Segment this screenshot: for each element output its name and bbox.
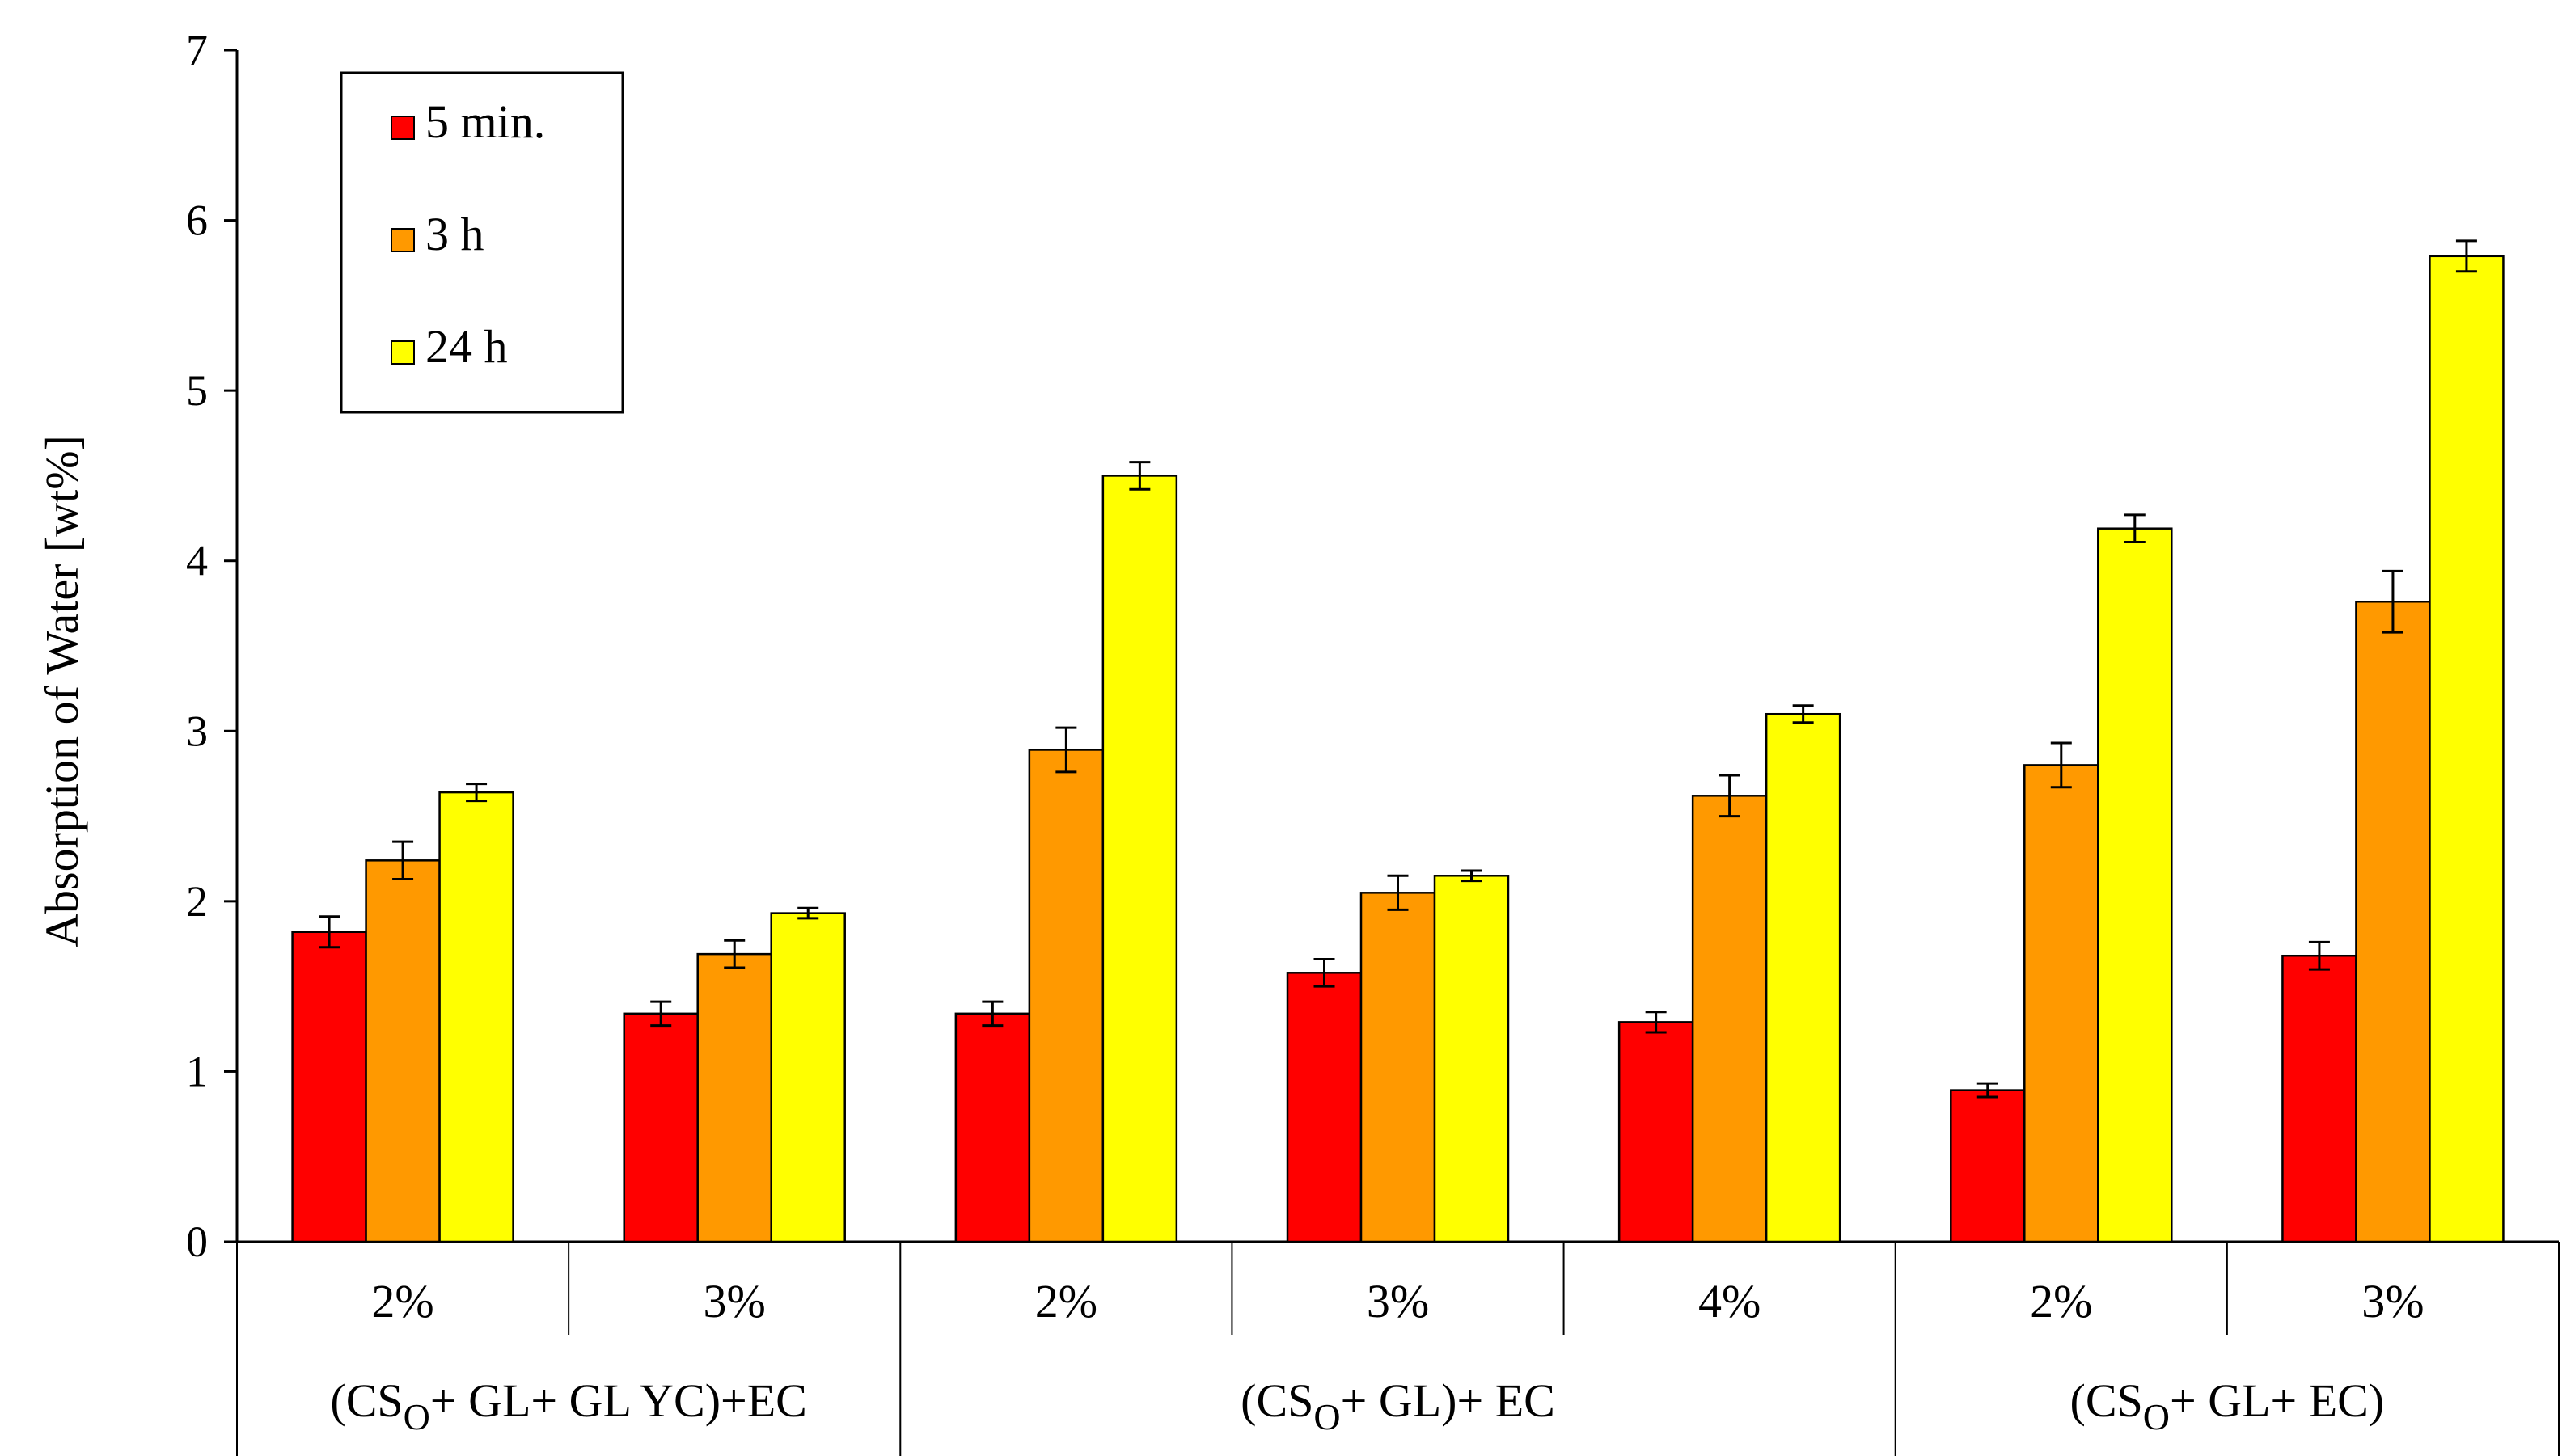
bar-5min-3 [1286,972,1363,1243]
y-tick-label: 3 [186,707,208,755]
category-label: 2% [2030,1275,2092,1327]
group-label-subscript: O [404,1396,430,1437]
group-label: (CSO+ GL+ GL YC)+EC [330,1374,806,1437]
bar-24h-0 [438,791,514,1243]
legend-swatch [391,228,415,252]
legend-label: 3 h [425,208,484,260]
group-label-tail: + GL+ EC) [2170,1374,2384,1427]
group-label: (CSO+ GL)+ EC [1241,1374,1555,1437]
category-label: 3% [2361,1275,2424,1327]
category-label: 3% [1367,1275,1429,1327]
y-tick-label: 5 [186,366,208,415]
category-axis: 2% 3% 2% 3% 4% 2% 3%(CSO+ GL+ GL YC)+EC (CSO+ G… [236,1242,2560,1456]
category-label: 4% [1698,1275,1761,1327]
bar-24h-3 [1433,875,1510,1243]
legend-swatch [391,340,415,365]
y-ticks: 0 1 2 3 4 5 6 7 [186,26,237,1266]
legend: 5 min. 3 h 24 h [340,71,624,414]
category-label: 2% [1035,1275,1097,1327]
bar-5min-6 [2281,954,2357,1243]
bar-5min-2 [954,1012,1031,1243]
group-label-subscript: O [2143,1396,2170,1437]
legend-swatch [391,116,415,140]
y-tick-label: 1 [186,1047,208,1095]
y-tick-label: 4 [186,537,208,585]
bar-24h-2 [1101,475,1178,1243]
bar-5min-5 [1950,1089,2026,1243]
bar-24h-1 [770,912,846,1243]
group-label-tail: + GL)+ EC [1341,1374,1555,1427]
bar-3h-0 [365,859,441,1243]
bar-3h-3 [1359,892,1436,1243]
bar-3h-5 [2023,764,2099,1243]
category-label: 3% [704,1275,766,1327]
bar-24h-5 [2097,527,2173,1243]
y-tick-label: 6 [186,196,208,245]
bar-3h-1 [696,952,772,1243]
group-label-main: (CS [2070,1374,2143,1427]
legend-label: 24 h [425,320,508,373]
bar-3h-2 [1028,749,1105,1243]
y-tick-label: 7 [186,26,208,74]
group-label: (CSO+ GL+ EC) [2070,1374,2385,1437]
bar-5min-4 [1617,1021,1694,1243]
category-label: 2% [371,1275,433,1327]
group-label-main: (CS [1241,1374,1313,1427]
legend-box [340,71,624,414]
legend-label: 5 min. [425,95,545,148]
y-tick-label: 0 [186,1218,208,1266]
bar-24h-4 [1765,712,1841,1243]
error-bars [319,239,2477,1099]
bar-5min-1 [623,1012,699,1243]
bar-3h-6 [2355,601,2431,1243]
group-label-subscript: O [1313,1396,1340,1437]
bar-3h-4 [1691,795,1768,1243]
bar-5min-0 [291,931,367,1243]
bar-24h-6 [2429,255,2505,1243]
group-label-main: (CS [330,1374,403,1427]
group-label-tail: + GL+ GL YC)+EC [430,1374,807,1427]
y-axis-title: Absorption of Water [wt%] [36,435,88,947]
bars [291,255,2505,1243]
y-tick-label: 2 [186,877,208,926]
